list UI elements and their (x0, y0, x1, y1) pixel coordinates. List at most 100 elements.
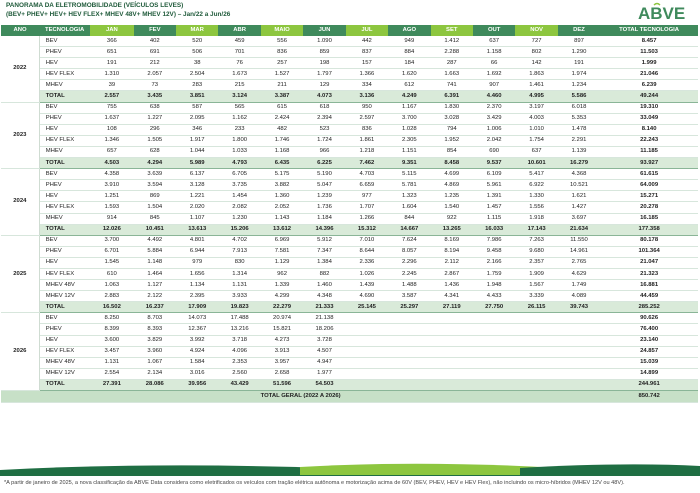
month-value-cell: 523 (303, 124, 346, 136)
table-row: 2023 BEV 755 638 587 565 615 618 950 1.167 1.830 2.… (1, 102, 698, 170)
month-value-cell: 3.435 (133, 90, 177, 103)
technology-cell: PHEV (39, 179, 91, 192)
month-value-cell: 17.488 (218, 312, 261, 325)
month-value-cell: 2.288 (430, 46, 473, 59)
month-value-cell: 1.366 (345, 68, 389, 81)
technology-cell: HEV FLEX (39, 268, 91, 281)
month-value-cell: 3.718 (218, 335, 261, 347)
month-value-cell: 191 (557, 57, 601, 70)
year-cell: 2023 (1, 102, 40, 170)
technology-cell: MHEV 48V (39, 279, 91, 292)
month-value-cell (557, 379, 601, 392)
technology-cell: HEV FLEX (39, 346, 91, 358)
month-value-cell: 8.399 (90, 323, 134, 336)
month-value-cell: 1.707 (345, 201, 389, 214)
technology-total-cell: 20.278 (600, 201, 698, 214)
month-value-cell: 618 (303, 102, 346, 114)
month-value-cell: 1.505 (133, 135, 177, 147)
month-value-cell: 17.143 (515, 224, 558, 236)
month-value-cell: 2.883 (90, 290, 134, 303)
month-value-cell: 2.395 (176, 290, 219, 303)
month-value-cell: 3.600 (90, 335, 134, 347)
month-value-cell: 3.136 (345, 90, 389, 103)
month-value-cell: 556 (260, 36, 304, 48)
month-value-cell: 1.830 (430, 102, 473, 114)
month-value-cell: 1.567 (515, 279, 558, 292)
month-value-cell: 1.673 (218, 68, 261, 81)
month-value-cell: 334 (345, 79, 389, 92)
table-row: 2024 BEV 4.358 3.639 6.137 6.705 5.175 5.190 4.7… (1, 168, 698, 236)
month-value-cell: 51.596 (260, 379, 304, 392)
month-value-cell: 8.057 (388, 246, 431, 258)
month-value-cell: 506 (176, 46, 219, 59)
month-value-cell: 966 (303, 146, 346, 159)
month-value-cell: 8.703 (133, 312, 177, 325)
month-value-cell: 13.613 (176, 224, 219, 236)
column-header-out: OUT (472, 25, 516, 36)
month-value-cell: 1.604 (388, 201, 431, 214)
table-row: HEV 1.545 1.148 979 830 1.129 1.384 2.336 2.296 2… (1, 257, 698, 269)
month-value-cell: 14.396 (303, 224, 346, 236)
technology-cell: TOTAL (39, 379, 91, 392)
month-value-cell: 13.612 (260, 224, 304, 236)
technology-total-cell: 44.459 (600, 290, 698, 303)
month-value-cell: 28.086 (133, 379, 177, 392)
month-value-cell: 22.279 (260, 301, 304, 314)
technology-total-cell: 244.961 (600, 379, 698, 392)
month-value-cell: 6.944 (176, 246, 219, 258)
month-value-cell: 2.336 (345, 257, 389, 269)
month-value-cell: 6.018 (557, 102, 601, 114)
table-row: MHEV 12V 2.554 2.134 3.016 2.560 2.658 1.977 14… (1, 368, 698, 380)
month-value-cell: 869 (133, 190, 177, 203)
month-value-cell: 1.759 (472, 268, 516, 281)
month-value-cell (388, 368, 431, 380)
month-value-cell: 1.384 (303, 257, 346, 269)
month-value-cell: 3.016 (176, 368, 219, 380)
month-value-cell: 4.249 (388, 90, 431, 103)
technology-cell: HEV (39, 257, 91, 269)
month-value-cell: 5.190 (303, 168, 346, 181)
month-value-cell: 13.265 (430, 224, 473, 236)
month-value-cell: 1.218 (345, 146, 389, 159)
month-value-cell: 1.439 (345, 279, 389, 292)
year-total-row: TOTAL 27.391 28.086 39.956 43.429 51.596 54.50… (1, 379, 698, 392)
report-title-line2: (BEV+ PHEV+ HEV+ HEV FLEX+ MHEV 48V+ MHE… (6, 10, 231, 18)
month-value-cell (388, 346, 431, 358)
month-value-cell (345, 346, 389, 358)
month-value-cell (388, 312, 431, 325)
column-header-ago: AGO (388, 25, 431, 36)
month-value-cell: 54.503 (303, 379, 346, 392)
month-value-cell: 257 (260, 57, 304, 70)
month-value-cell (472, 368, 516, 380)
month-value-cell (515, 323, 558, 336)
technology-cell: TOTAL (39, 224, 91, 236)
month-value-cell: 962 (260, 268, 304, 281)
month-value-cell: 366 (90, 36, 134, 48)
month-value-cell: 5.417 (515, 168, 558, 181)
month-value-cell (515, 312, 558, 325)
column-header-jun: JUN (303, 25, 346, 36)
month-value-cell: 1.143 (260, 213, 304, 225)
month-value-cell: 9.351 (388, 157, 431, 170)
year-cell: 2026 (1, 312, 40, 391)
month-value-cell: 27.391 (90, 379, 134, 392)
technology-cell: TOTAL (39, 301, 91, 314)
year-cell: 2022 (1, 36, 40, 103)
month-value-cell: 7.986 (472, 235, 516, 247)
month-value-cell: 8.393 (133, 323, 177, 336)
month-value-cell: 6.137 (176, 168, 219, 181)
month-value-cell: 3.882 (260, 179, 304, 192)
month-value-cell (345, 379, 389, 392)
technology-total-cell: 33.049 (600, 113, 698, 125)
technology-total-cell: 19.310 (600, 102, 698, 114)
month-value-cell: 1.006 (472, 124, 516, 136)
month-value-cell: 1.427 (557, 201, 601, 214)
month-value-cell (345, 312, 389, 325)
month-value-cell (430, 346, 473, 358)
month-value-cell: 2.082 (218, 201, 261, 214)
table-row: MHEV 657 628 1.044 1.033 1.168 966 1.218 1.151 85… (1, 146, 698, 159)
technology-cell: PHEV (39, 113, 91, 125)
month-value-cell: 2.052 (260, 201, 304, 214)
month-value-cell: 14.667 (388, 224, 431, 236)
month-value-cell: 2.095 (176, 113, 219, 125)
